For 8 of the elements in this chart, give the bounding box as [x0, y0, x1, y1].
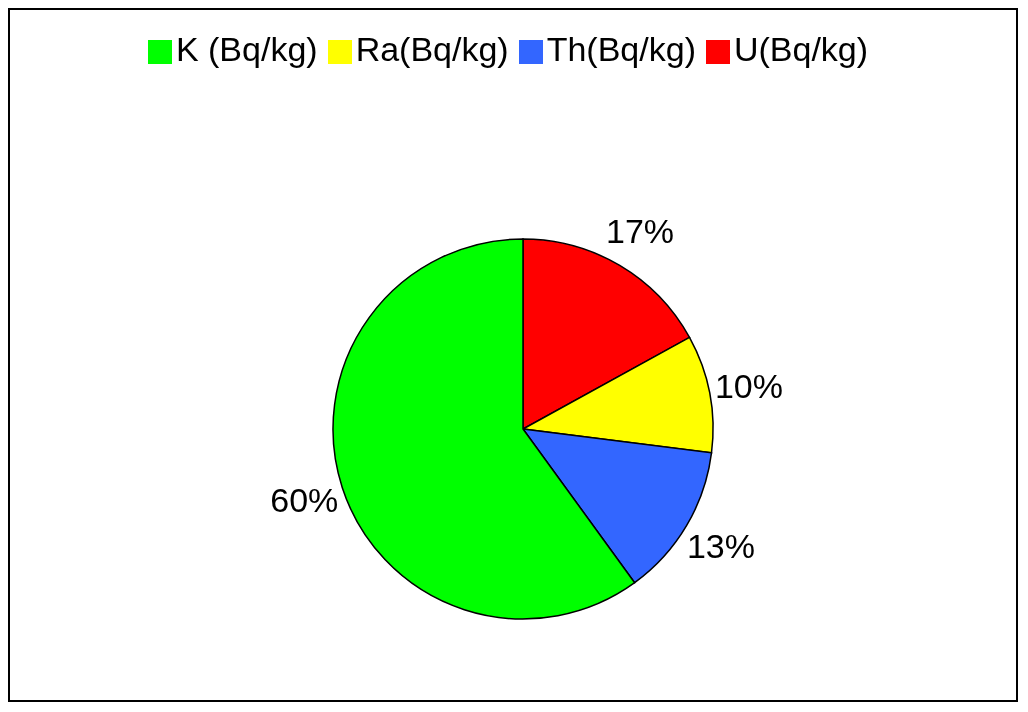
- data-label: 60%: [270, 481, 339, 520]
- data-label: 10%: [714, 366, 783, 405]
- legend-label: K (Bq/kg): [175, 30, 318, 68]
- legend-label: Ra(Bq/kg): [355, 30, 509, 68]
- legend-label: U(Bq/kg): [733, 30, 869, 68]
- legend-label: Th(Bq/kg): [546, 30, 696, 68]
- data-label: 13%: [686, 527, 755, 566]
- data-label: 17%: [606, 212, 675, 251]
